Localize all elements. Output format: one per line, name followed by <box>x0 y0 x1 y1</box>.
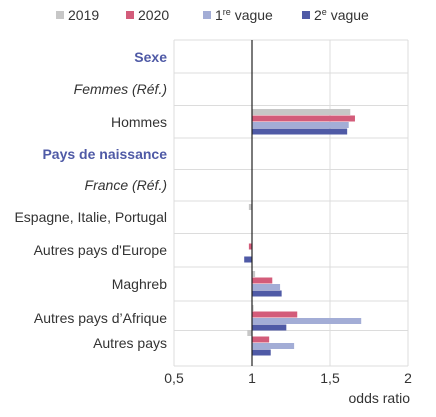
bar-row-9-series-0 <box>247 330 252 336</box>
bar-row-2-series-0 <box>252 109 350 115</box>
bar-row-8-series-3 <box>252 325 286 331</box>
bar-row-2-series-2 <box>252 122 349 128</box>
row-label-3: Pays de naissance <box>42 146 167 162</box>
bar-row-6-series-3 <box>244 257 252 263</box>
bar-row-9-series-2 <box>252 343 294 349</box>
bar-row-9-series-3 <box>252 350 271 356</box>
legend-swatch-series-2 <box>203 11 211 19</box>
x-tick-label-3: 2 <box>404 370 412 386</box>
x-tick-label-2: 1,5 <box>320 370 340 386</box>
x-axis-label: odds ratio <box>349 390 411 406</box>
bar-row-2-series-3 <box>252 129 347 135</box>
row-label-9: Autres pays <box>93 335 167 351</box>
row-label-2: Hommes <box>111 114 167 130</box>
legend-label-series-2: 1re vague <box>215 7 273 23</box>
legend-swatch-series-1 <box>126 11 134 19</box>
legend-swatch-series-0 <box>56 11 64 19</box>
row-label-7: Maghreb <box>112 276 167 292</box>
row-label-8: Autres pays d’Afrique <box>34 310 167 326</box>
bar-row-8-series-1 <box>252 312 297 318</box>
row-label-1: Femmes (Réf.) <box>74 81 167 97</box>
x-tick-label-0: 0,5 <box>164 370 184 386</box>
bar-row-7-series-3 <box>252 291 282 297</box>
bar-row-8-series-2 <box>252 318 361 324</box>
bar-row-9-series-1 <box>252 337 269 343</box>
bar-row-7-series-2 <box>252 284 280 290</box>
row-label-6: Autres pays d'Europe <box>34 242 168 258</box>
legend-label-series-0: 2019 <box>68 7 99 23</box>
bar-row-7-series-1 <box>252 278 272 284</box>
row-label-4: France (Réf.) <box>85 177 167 193</box>
row-label-5: Espagne, Italie, Portugal <box>14 209 167 225</box>
bar-row-2-series-1 <box>252 116 355 122</box>
legend-label-series-1: 2020 <box>138 7 169 23</box>
legend-swatch-series-3 <box>302 11 310 19</box>
legend-label-series-3: 2e vague <box>314 7 369 23</box>
row-label-0: Sexe <box>134 49 167 65</box>
x-tick-label-1: 1 <box>248 370 256 386</box>
